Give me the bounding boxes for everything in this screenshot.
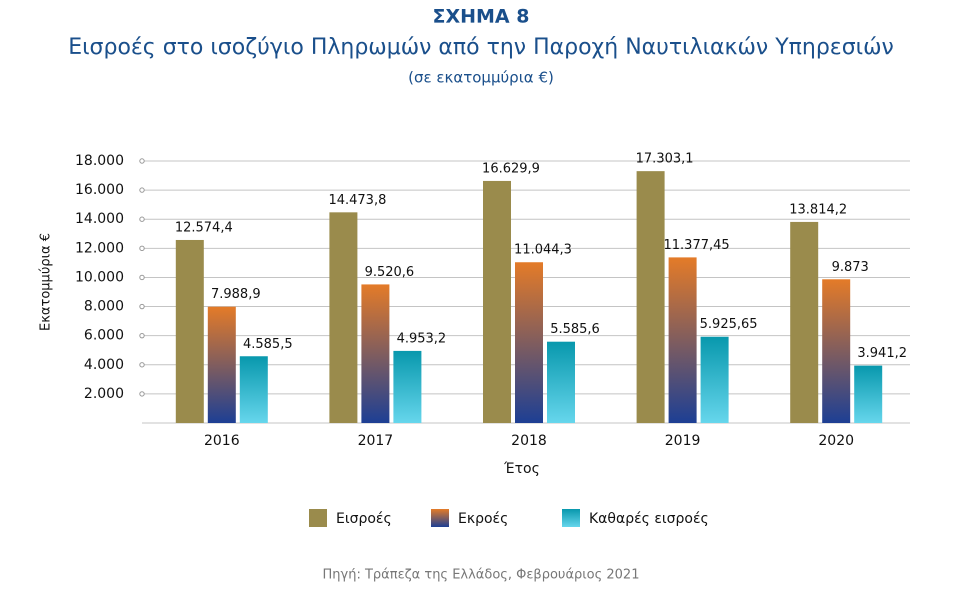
- y-tick-label: 2.000: [84, 386, 124, 402]
- bar: [329, 212, 358, 423]
- legend-swatch: [431, 509, 449, 527]
- value-label: 17.303,1: [636, 152, 694, 167]
- grid-dot: [139, 362, 145, 368]
- grid-dot: [139, 187, 145, 193]
- grid-dot: [139, 303, 145, 310]
- grid-dot: [139, 391, 145, 397]
- x-tick-label: 2018: [511, 433, 547, 449]
- bar: [239, 356, 268, 423]
- bar: [854, 365, 883, 423]
- y-tick-label: 12.000: [75, 240, 124, 256]
- chart-subtitle: Εισροές στο ισοζύγιο Πληρωμών από την Πα…: [68, 35, 894, 60]
- bar: [822, 279, 851, 423]
- grid-dot: [139, 158, 145, 164]
- y-tick-label: 14.000: [75, 211, 124, 227]
- grid-dot: [139, 274, 145, 281]
- x-tick-label: 2019: [665, 433, 701, 449]
- bar: [547, 341, 575, 423]
- x-tick-label: 2016: [204, 433, 240, 449]
- value-label: 7.988,9: [211, 287, 261, 302]
- grid-dot: [139, 216, 145, 222]
- legend-label: Καθαρές εισροές: [589, 511, 709, 527]
- value-label: 12.574,4: [175, 220, 233, 235]
- value-label: 11.044,3: [514, 243, 572, 258]
- bar: [483, 180, 511, 423]
- value-label: 9.873: [832, 260, 869, 275]
- y-tick-label: 4.000: [84, 357, 124, 373]
- bar: [361, 284, 390, 423]
- value-label: 4.953,2: [397, 331, 447, 346]
- grid-dot: [139, 332, 145, 339]
- bar: [175, 239, 204, 423]
- x-tick-label: 2020: [818, 433, 854, 449]
- value-label: 5.585,6: [550, 322, 600, 337]
- y-tick-label: 16.000: [75, 182, 124, 198]
- value-label: 5.925,65: [700, 317, 758, 332]
- bar: [393, 350, 422, 423]
- y-tick-label: 8.000: [84, 299, 124, 315]
- source: Πηγή: Τράπεζα της Ελλάδος, Φεβρουάριος 2…: [323, 568, 640, 583]
- bar: [207, 306, 236, 423]
- value-label: 4.585,5: [243, 337, 293, 352]
- x-axis-label: Έτος: [503, 461, 540, 477]
- value-label: 14.473,8: [328, 193, 386, 208]
- bar: [668, 257, 697, 423]
- y-tick-label: 18.000: [75, 153, 124, 169]
- grid-dot: [139, 245, 145, 252]
- bar: [515, 262, 543, 423]
- value-label: 13.814,2: [789, 202, 847, 217]
- bar: [700, 336, 729, 423]
- legend-label: Εκροές: [458, 511, 508, 527]
- bar: [636, 171, 665, 423]
- legend-swatch: [309, 509, 327, 527]
- y-tick-label: 10.000: [75, 269, 124, 285]
- legend-swatch: [562, 509, 580, 527]
- chart-title: ΣΧΗΜΑ 8: [433, 6, 530, 28]
- x-tick-label: 2017: [358, 433, 394, 449]
- value-label: 11.377,45: [664, 238, 730, 253]
- value-label: 3.941,2: [857, 346, 907, 361]
- value-label: 16.629,9: [482, 161, 540, 176]
- bar: [790, 221, 819, 423]
- legend-label: Εισροές: [336, 511, 392, 527]
- value-label: 9.520,6: [365, 265, 415, 280]
- y-tick-label: 6.000: [84, 328, 124, 344]
- y-axis-label: Εκατομμύρια €: [39, 233, 54, 331]
- unit-note: (σε εκατομμύρια €): [408, 69, 554, 87]
